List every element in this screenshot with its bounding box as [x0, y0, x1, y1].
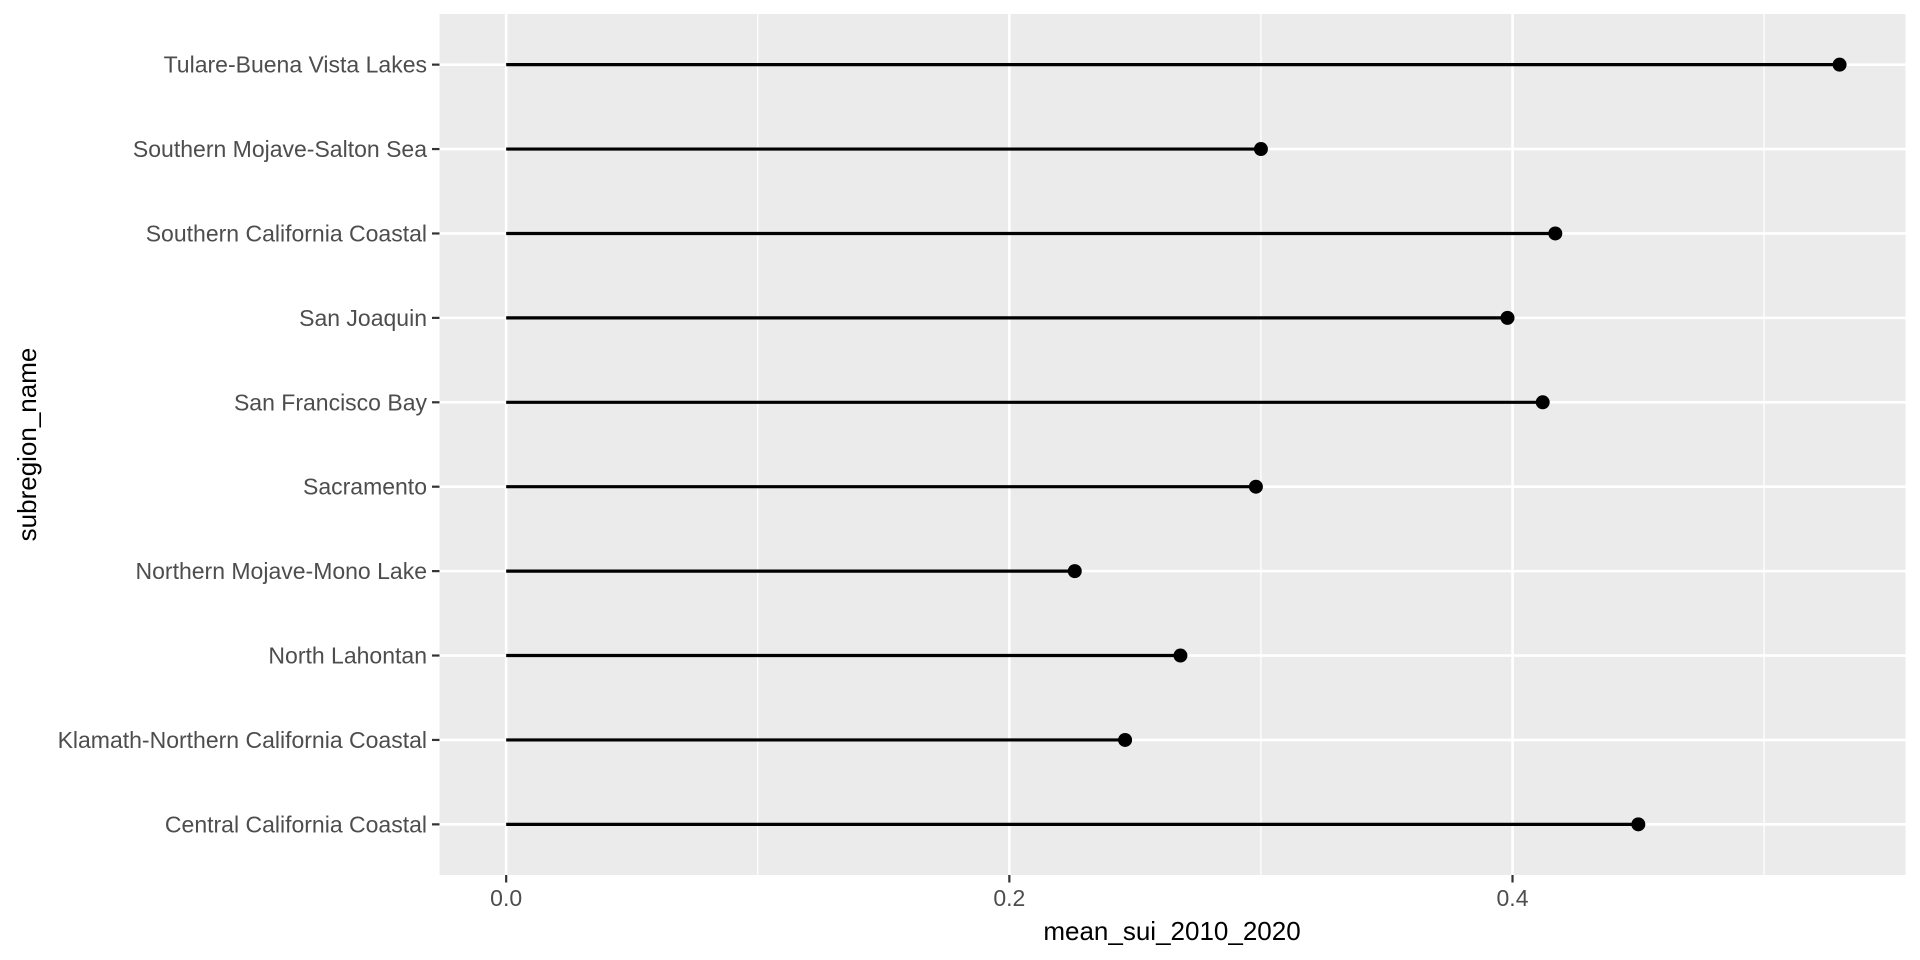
y-axis-label: San Joaquin — [299, 305, 427, 331]
lollipop-point — [1548, 226, 1563, 241]
lollipop-point — [1500, 310, 1515, 325]
lollipop-point — [1173, 648, 1188, 663]
y-axis-label: North Lahontan — [268, 643, 427, 669]
x-tick-label: 0.4 — [1497, 885, 1529, 911]
lollipop-point — [1118, 732, 1133, 747]
y-axis-label: Sacramento — [303, 474, 427, 500]
y-axis-label: Klamath-Northern California Coastal — [58, 727, 427, 753]
y-axis-title: subregion_name — [12, 348, 42, 542]
lollipop-point — [1253, 142, 1268, 157]
x-tick-label: 0.2 — [993, 885, 1025, 911]
y-axis-label: Southern California Coastal — [146, 220, 427, 246]
y-axis-label: Southern Mojave-Salton Sea — [133, 136, 427, 162]
x-tick-label: 0.0 — [490, 885, 522, 911]
plot-generated-layer: 0.0 0.2 0.4 Tulare-Buena Vista Lakes Souther… — [58, 14, 1906, 911]
lollipop-point — [1067, 564, 1082, 579]
x-axis-title: mean_sui_2010_2020 — [1043, 916, 1300, 946]
y-axis-label: San Francisco Bay — [234, 389, 428, 415]
y-axis-label: Tulare-Buena Vista Lakes — [164, 52, 427, 78]
plot-panel — [439, 14, 1906, 875]
lollipop-point — [1832, 57, 1847, 72]
y-axis-label: Central California Coastal — [165, 811, 427, 837]
lollipop-point — [1631, 817, 1646, 832]
y-axis-label: Northern Mojave-Mono Lake — [136, 558, 427, 584]
lollipop-point — [1535, 395, 1550, 410]
lollipop-point — [1248, 479, 1263, 494]
